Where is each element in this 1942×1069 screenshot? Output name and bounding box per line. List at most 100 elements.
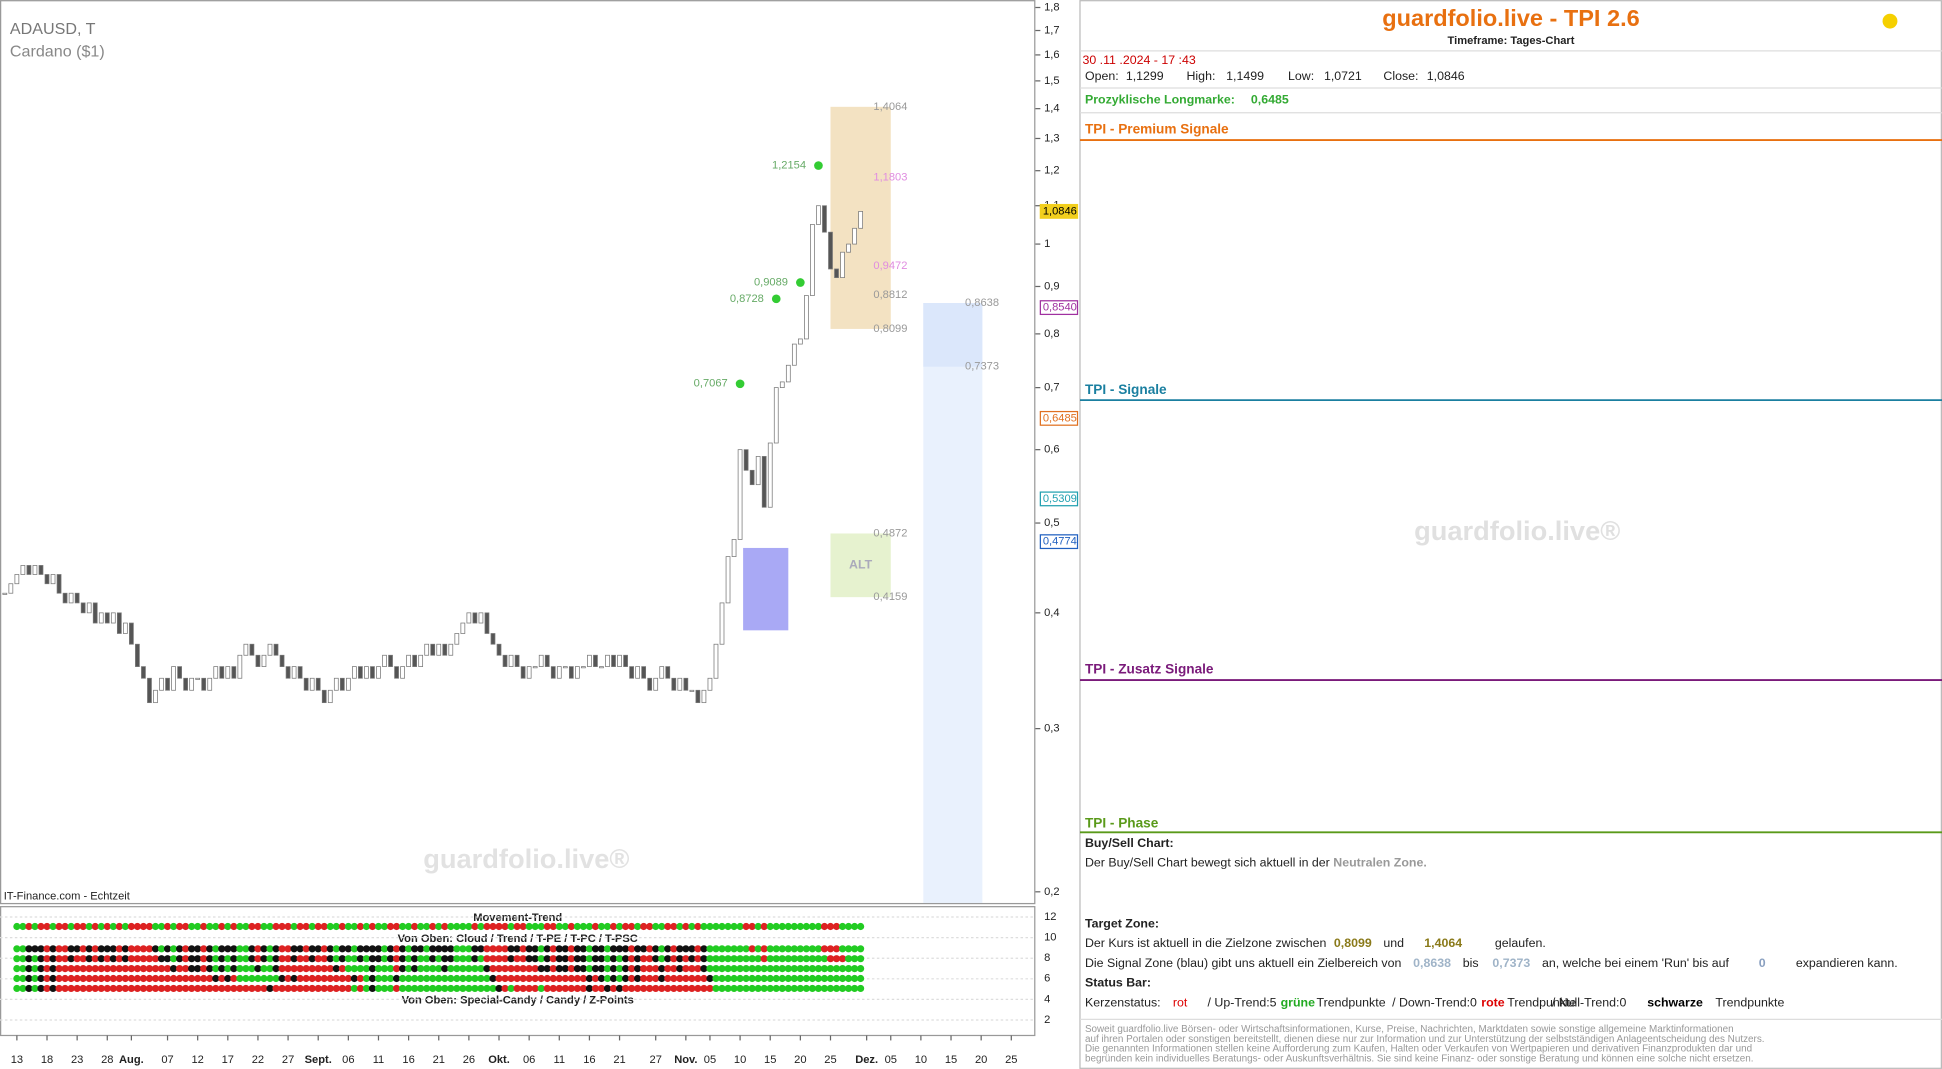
trend-dot <box>513 955 521 963</box>
trend-dot <box>826 965 835 973</box>
trend-dot <box>200 945 208 953</box>
trend-dot <box>368 965 377 973</box>
trend-dot <box>284 955 292 963</box>
trend-dot <box>543 984 551 993</box>
trend-dot <box>97 955 105 963</box>
trend-dot <box>188 922 196 931</box>
x-tick-label: Aug. <box>119 1054 144 1066</box>
candle <box>32 565 38 575</box>
trend-dot <box>31 984 39 993</box>
candle <box>840 251 845 279</box>
trend-dot <box>838 974 847 983</box>
trend-dot <box>646 945 654 953</box>
candle <box>424 643 430 656</box>
candle <box>725 556 731 604</box>
trend-dot <box>362 945 371 953</box>
trend-dot <box>730 965 738 973</box>
trend-dot <box>507 974 515 983</box>
trend-dot <box>441 974 449 983</box>
trend-dot <box>49 965 57 973</box>
trend-dot <box>585 984 594 993</box>
timeframe: Timeframe: Tages-Chart <box>1448 35 1575 47</box>
trend-dot <box>700 955 708 963</box>
trend-dot <box>435 955 443 963</box>
trend-dot <box>489 922 497 931</box>
trend-dot <box>471 945 479 953</box>
price-tag-label: 0,5309 <box>1043 493 1077 505</box>
trend-dot <box>555 984 563 993</box>
candle <box>713 643 719 679</box>
candle <box>135 643 140 667</box>
trend-dot <box>573 945 581 953</box>
trend-dot <box>242 922 250 931</box>
trend-dot <box>392 955 401 963</box>
trend-dot <box>194 974 202 983</box>
trend-dot <box>778 922 786 931</box>
trend-dot <box>730 955 738 963</box>
trend-dot <box>61 965 69 973</box>
trend-dot <box>766 974 774 983</box>
price-tag <box>1039 203 1079 219</box>
trend-dot <box>163 965 172 973</box>
trend-dot <box>609 945 618 953</box>
trend-dot <box>332 922 340 931</box>
trend-dot <box>344 965 352 973</box>
candle <box>611 654 616 667</box>
trend-dot <box>652 945 660 953</box>
trend-dot <box>543 974 551 983</box>
candle <box>297 666 303 679</box>
trend-dot <box>778 984 786 993</box>
trend-dot <box>706 945 714 953</box>
trend-dot <box>127 955 135 963</box>
trend-dot <box>296 922 304 931</box>
trend-dot <box>356 922 364 931</box>
trend-dot <box>664 955 672 963</box>
trend-dot <box>157 922 166 931</box>
trend-dot <box>19 984 27 993</box>
trend-dot <box>127 945 135 953</box>
trend-dot <box>145 974 154 983</box>
trend-dot <box>224 945 232 953</box>
ohlc-value: 1,0721 <box>1324 69 1362 83</box>
trend-dot <box>706 922 714 931</box>
trend-dot <box>284 984 292 993</box>
trend-dot <box>706 974 714 983</box>
trend-dot <box>826 974 835 983</box>
trend-dot <box>296 965 304 973</box>
trend-dot <box>157 984 166 993</box>
section-title: TPI - Premium Signale <box>1085 122 1229 137</box>
trend-dot <box>838 955 847 963</box>
trend-dot <box>784 974 792 983</box>
y-tick-label: 0,9 <box>1044 280 1059 292</box>
trend-dot <box>121 974 129 983</box>
trend-dot <box>13 945 21 953</box>
trend-dot <box>417 984 425 993</box>
trend-dot <box>374 922 383 931</box>
trend-dot <box>260 955 268 963</box>
trend-dot <box>513 984 521 993</box>
level-label: 1,1803 <box>873 171 907 183</box>
disclaimer: begründen kein individuelles Beratungs- … <box>1085 1054 1754 1065</box>
trend-dot <box>43 965 51 973</box>
trend-dot <box>386 984 395 993</box>
candle <box>333 677 339 691</box>
zone-label: 0,8099 <box>873 323 907 335</box>
trend-dot <box>374 945 383 953</box>
trend-dot <box>224 984 232 993</box>
trend-dot <box>260 974 268 983</box>
trend-dot <box>103 984 111 993</box>
trend-dot <box>278 945 286 953</box>
trend-dot <box>814 922 823 931</box>
trend-dot <box>326 945 334 953</box>
trend-dot <box>230 922 238 931</box>
trend-dot <box>356 965 364 973</box>
text-part: und <box>1383 936 1404 950</box>
trend-dot <box>284 965 292 973</box>
zone-label: 0,4159 <box>873 591 907 603</box>
trend-dot <box>218 945 226 953</box>
heading: Buy/Sell Chart: <box>1085 836 1174 850</box>
trend-dot <box>477 984 485 993</box>
trend-dot <box>314 974 322 983</box>
trend-dot <box>73 984 81 993</box>
trend-dot <box>188 984 196 993</box>
